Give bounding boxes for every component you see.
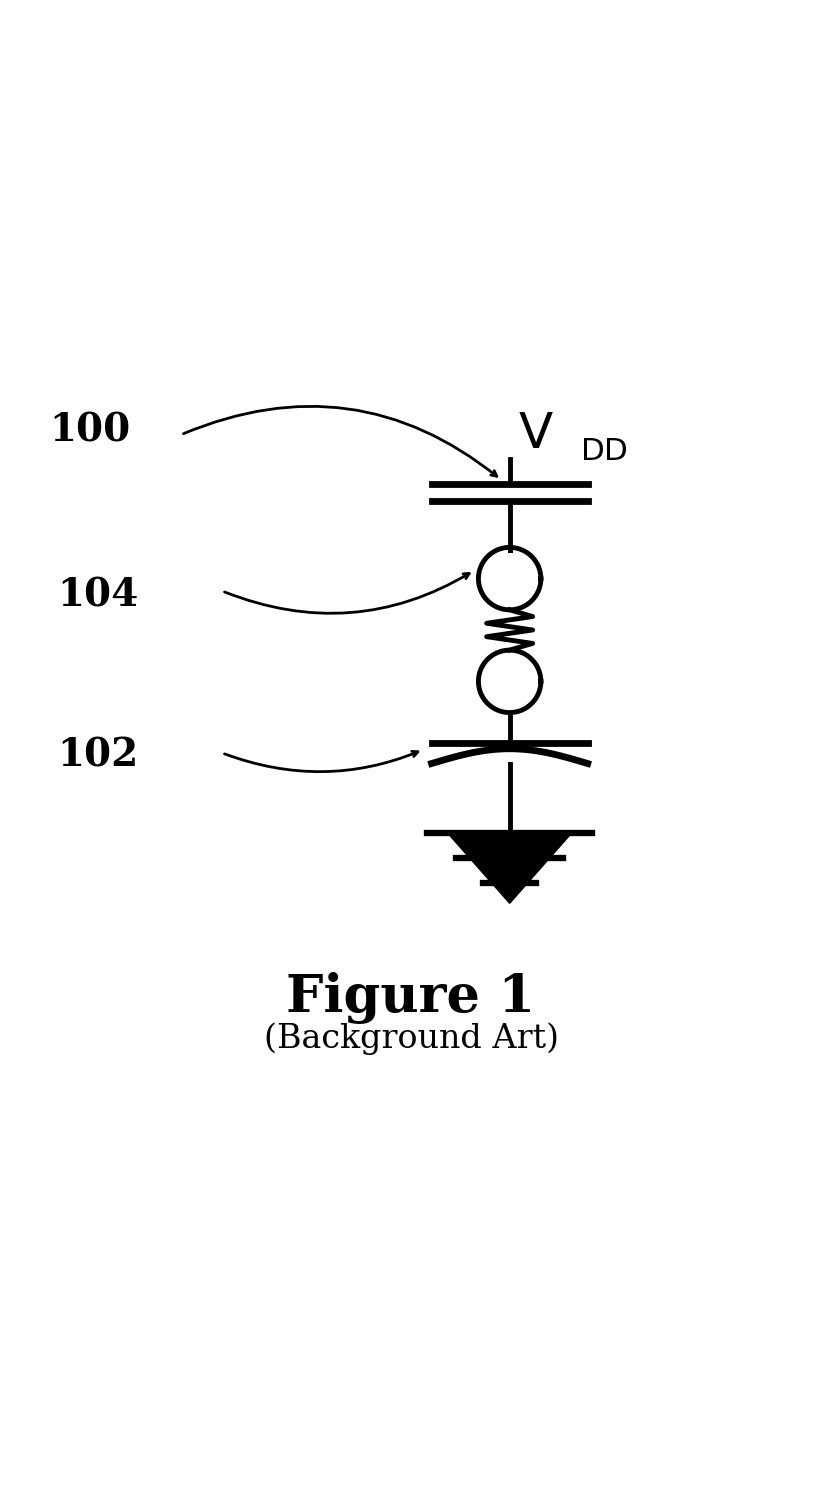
Text: Figure 1: Figure 1: [286, 972, 536, 1024]
Text: 104: 104: [58, 577, 139, 614]
Text: (Background Art): (Background Art): [264, 1022, 558, 1055]
Polygon shape: [448, 834, 571, 903]
Text: 102: 102: [58, 737, 139, 774]
Text: $\mathrm{V}$: $\mathrm{V}$: [518, 410, 554, 459]
Text: 100: 100: [49, 412, 131, 450]
Text: $\mathrm{DD}$: $\mathrm{DD}$: [580, 435, 627, 467]
